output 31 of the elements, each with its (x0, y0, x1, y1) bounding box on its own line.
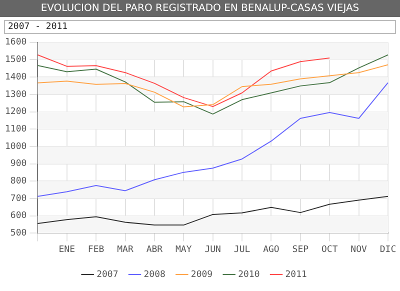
y-tick-label: 900 (10, 159, 27, 170)
x-tick-label: ABR (146, 244, 164, 255)
y-tick-label: 1000 (4, 142, 27, 152)
y-tick-label: 1600 (4, 38, 27, 48)
chart-title: EVOLUCION DEL PARO REGISTRADO EN BENALUP-CASAS VIEJAS (0, 0, 400, 17)
x-tick-label: DIC (380, 244, 396, 255)
y-tick-label: 700 (10, 194, 27, 204)
x-tick-label: MAR (117, 244, 134, 255)
legend-label: 2008 (144, 270, 166, 280)
x-tick-label: OCT (321, 244, 338, 255)
y-tick-label: 1500 (4, 55, 27, 66)
y-tick-label: 600 (10, 211, 27, 222)
x-tick-label: JUL (234, 244, 250, 255)
chart-subtitle: 2007 - 2011 (4, 20, 396, 34)
y-tick-label: 500 (10, 228, 27, 239)
y-tick-label: 1200 (4, 107, 27, 118)
x-tick-label: MAY (176, 244, 192, 255)
y-tick-label: 1300 (4, 90, 27, 100)
y-tick-label: 1400 (4, 72, 27, 82)
y-tick-label: 800 (10, 176, 27, 187)
y-tick-label: 1100 (4, 124, 27, 134)
legend-label: 2007 (96, 270, 118, 280)
x-tick-label: NOV (350, 244, 368, 255)
x-tick-label: AGO (263, 244, 280, 255)
legend-label: 2010 (238, 270, 260, 280)
x-tick-label: FEB (88, 244, 104, 255)
legend-label: 2011 (285, 270, 307, 280)
legend-label: 2009 (190, 270, 213, 280)
x-tick-label: JUN (204, 244, 221, 255)
x-tick-label: ENE (58, 244, 75, 255)
x-tick-label: SEP (292, 244, 310, 255)
